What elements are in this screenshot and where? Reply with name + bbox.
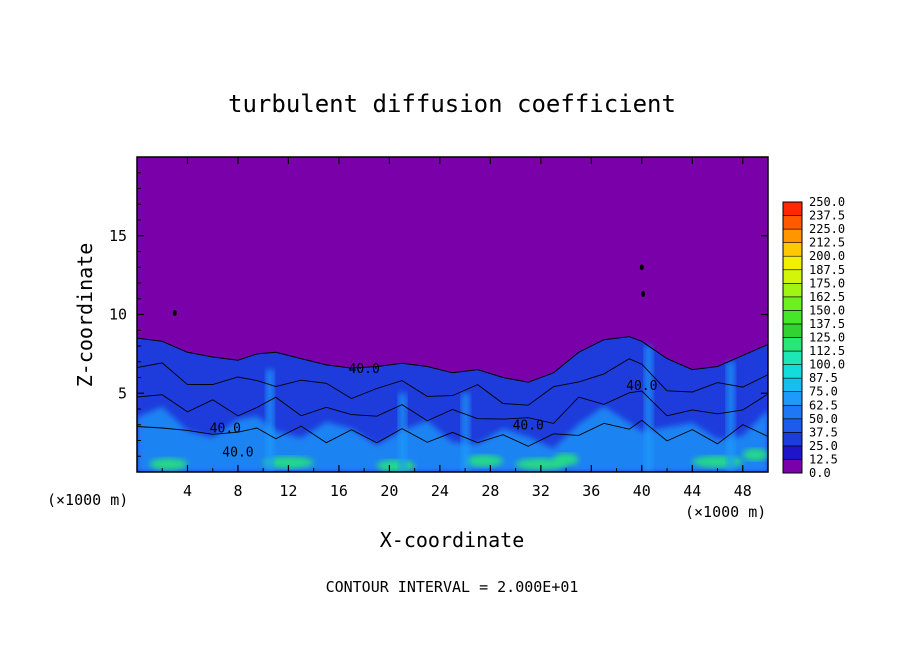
x-tick-label: 44 [683,482,701,500]
colorbar-swatch [782,337,803,352]
colorbar-frame [782,201,803,474]
colorbar-label: 175.0 [809,276,845,290]
x-tick-label: 12 [279,482,297,500]
contour-label: 40.0 [513,418,544,433]
colorbar-swatch [782,432,803,447]
colorbar-swatch [782,282,803,298]
colorbar-swatch [782,310,803,325]
contour-line [137,390,768,424]
colorbar-swatch [782,269,803,284]
contour-interval-note: CONTOUR INTERVAL = 2.000E+01 [326,578,579,596]
contour-labels: 40.0 40.0 40.0 40.0 40.0 [210,362,658,460]
contour-island [641,291,646,298]
x-tick-label: 32 [532,482,550,500]
colorbar-swatch [782,228,803,243]
x-tick-label: 20 [380,482,398,500]
y-axis-label: Z-coordinate [73,243,97,388]
colorbar-swatch [782,418,803,433]
colorbar-label: 87.5 [809,371,838,385]
colorbar-swatch [782,377,803,392]
colorbar-label: 112.5 [809,344,845,358]
colorbar-label: 100.0 [809,358,845,372]
colorbar-label: 150.0 [809,303,845,317]
x-axis-ticks: 4 8 12 16 20 24 28 32 36 40 44 48 [161,157,752,500]
field-plume [726,361,736,472]
field-streak [465,454,503,467]
contour-label: 40.0 [210,422,241,437]
colorbar: 0.012.525.037.550.062.575.087.5100.0112.… [782,195,845,480]
colorbar-label: 200.0 [809,249,845,263]
contour-island [172,309,177,316]
colorbar-label: 50.0 [809,412,838,426]
field-plume [265,369,275,472]
field-streak [376,459,415,472]
colorbar-swatch [782,364,803,379]
colorbar-label: 225.0 [809,222,845,236]
colorbar-label: 62.5 [809,398,838,412]
contour-line [137,419,768,447]
contour-line [137,358,768,406]
colorbar-label: 125.0 [809,331,845,345]
colorbar-swatch [782,459,803,474]
contour-label: 40.0 [349,362,380,377]
colorbar-label: 162.5 [809,290,845,304]
contour-lines [137,264,768,447]
colorbar-label: 237.5 [809,209,845,223]
x-tick-label: 24 [431,482,449,500]
y-tick-label: 5 [118,384,127,402]
colorbar-swatch [782,242,803,257]
x-tick-label: 48 [734,482,752,500]
colorbar-swatch [782,215,803,230]
colorbar-label: 0.0 [809,466,831,480]
colorbar-label: 25.0 [809,439,838,453]
field-plume [461,393,471,472]
x-tick-label: 16 [330,482,348,500]
colorbar-label: 12.5 [809,452,838,466]
field-streak [692,455,743,468]
field-plume [644,346,654,472]
colorbar-label: 75.0 [809,385,838,399]
colorbar-swatch [782,296,803,311]
y-tick-label: 10 [109,306,127,324]
x-tick-label: 8 [233,482,242,500]
x-tick-label: 28 [481,482,499,500]
colorbar-label: 187.5 [809,263,845,277]
plot-area [137,157,768,472]
field-streak [515,458,567,471]
colorbar-swatch [782,323,803,338]
y-tick-label: 15 [109,227,127,245]
colorbar-label: 137.5 [809,317,845,331]
field-streak [742,448,768,461]
colorbar-swatch [782,255,803,271]
colorbar-label: 37.5 [809,425,838,439]
y-axis-ticks: 5 10 15 [109,172,768,457]
x-unit-right: (×1000 m) [685,503,766,521]
colorbar-swatch [782,201,803,216]
x-unit-left: (×1000 m) [47,491,128,509]
colorbar-swatch [782,404,803,420]
x-axis-label: X-coordinate [380,528,525,552]
x-tick-label: 36 [582,482,600,500]
contour-line [137,336,768,383]
field-streak [553,453,579,466]
x-tick-label: 40 [633,482,651,500]
colorbar-label: 250.0 [809,195,845,209]
x-tick-label: 4 [183,482,192,500]
field-plume [398,393,408,472]
colorbar-swatch [782,350,803,365]
chart-title: turbulent diffusion coefficient [228,90,676,118]
field-streak [149,458,188,471]
colorbar-swatch [782,445,803,460]
colorbar-swatch [782,391,803,406]
colorbar-label: 212.5 [809,236,845,250]
contour-island [639,264,644,271]
field-band-mid [137,406,768,472]
field-streak [263,456,314,469]
contour-label: 40.0 [222,445,253,460]
contour-label: 40.0 [626,379,657,394]
